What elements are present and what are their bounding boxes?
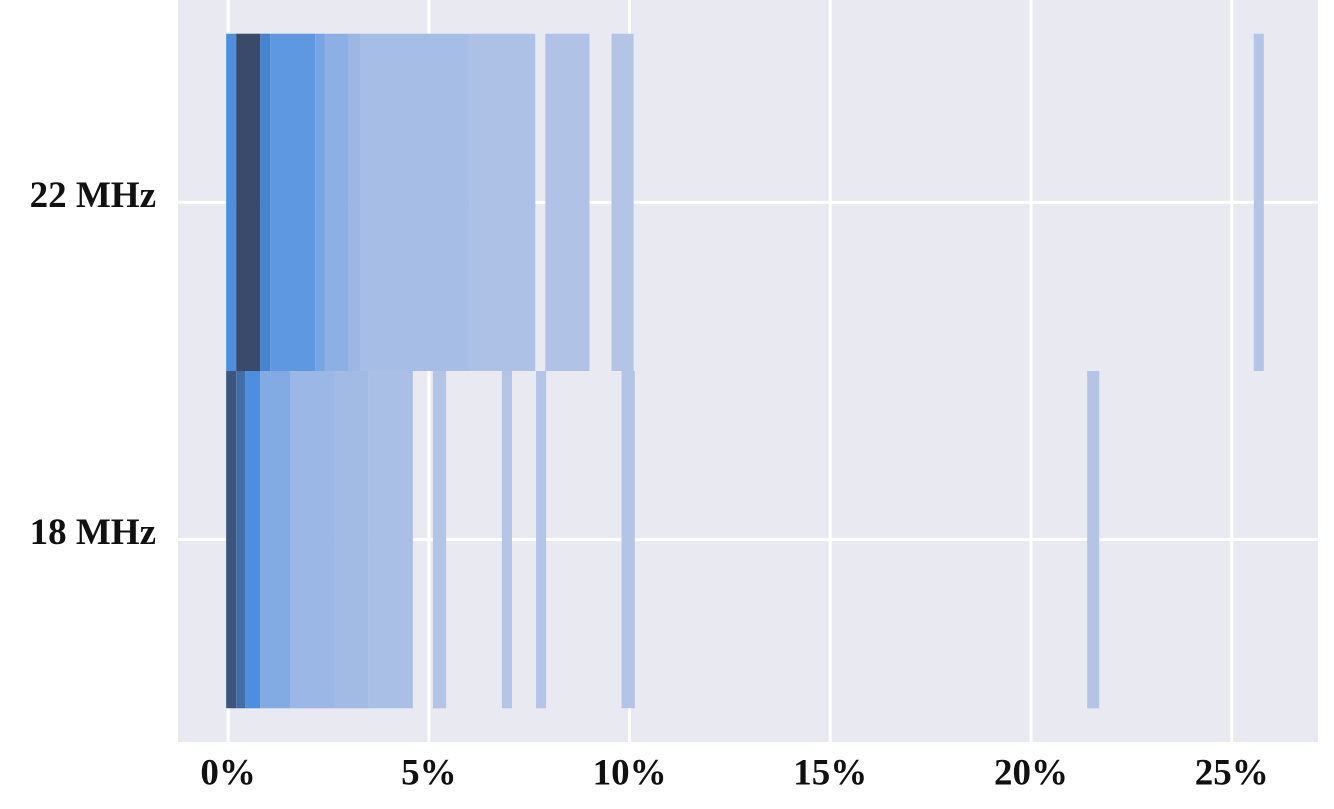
y-tick-label: 22 MHz (30, 175, 156, 216)
hist-cell (368, 371, 413, 709)
x-tick-label: 5% (401, 752, 457, 793)
hist-cell (611, 33, 634, 372)
hist-cell (290, 371, 335, 709)
hist-cell (226, 371, 237, 709)
hist-cell (501, 371, 512, 709)
hist-cell (226, 33, 237, 372)
hist-cell (236, 371, 246, 709)
hist-cell (545, 33, 590, 372)
hist-cell (469, 33, 536, 372)
hist-cell (360, 33, 470, 372)
hist-cell (334, 371, 369, 709)
x-tick-label: 0% (200, 752, 256, 793)
hist-cell (324, 33, 349, 372)
hist-cell (621, 371, 635, 709)
x-tick-label: 25% (1195, 752, 1269, 793)
hist-cell (270, 33, 316, 372)
hist-cell (260, 371, 291, 709)
hist-cell (536, 371, 547, 709)
hist-cell (348, 33, 361, 372)
y-tick-label: 18 MHz (30, 512, 156, 553)
hist-cell (1253, 33, 1264, 372)
hist-cell (1087, 371, 1100, 709)
hist-cell (236, 33, 261, 372)
hist-cell (432, 371, 447, 709)
hist-cell (260, 33, 271, 372)
x-tick-label: 10% (593, 752, 667, 793)
x-tick-label: 20% (994, 752, 1068, 793)
x-tick-label: 15% (793, 752, 867, 793)
hist-cell (245, 371, 261, 709)
hist-cell (315, 33, 325, 372)
